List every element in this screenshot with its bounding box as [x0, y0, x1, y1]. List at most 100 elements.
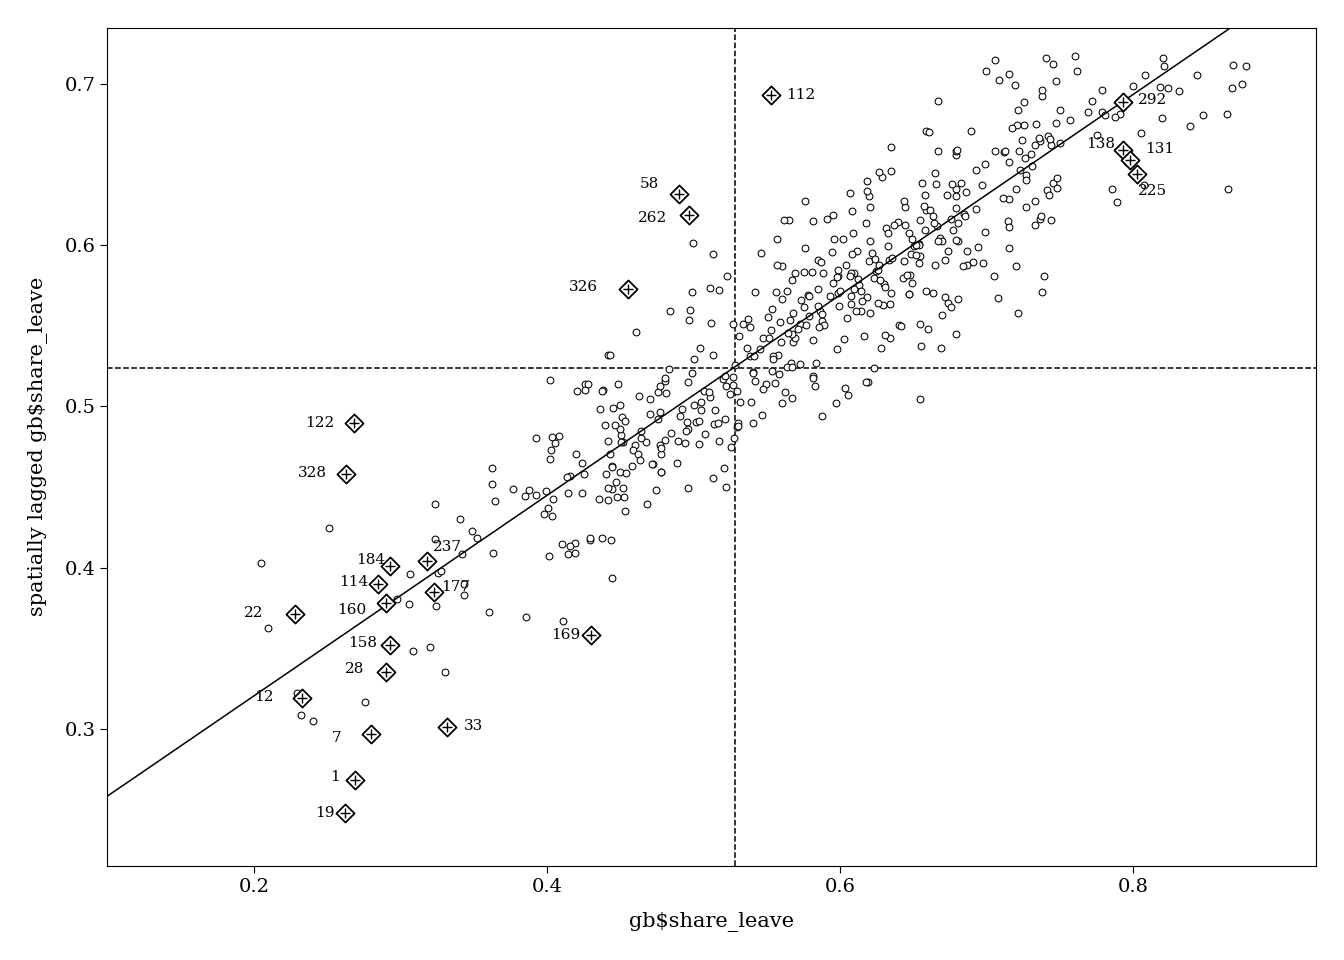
Point	[794, 193, 816, 208]
Point	[344, 773, 366, 788]
Point	[856, 183, 878, 199]
Point	[848, 276, 870, 292]
Point	[650, 464, 672, 479]
Point	[543, 492, 564, 507]
Point	[606, 489, 628, 504]
Point	[1126, 167, 1148, 182]
Point	[825, 396, 847, 411]
Point	[948, 215, 969, 230]
Point	[375, 664, 396, 680]
Point	[777, 325, 798, 341]
Point	[999, 220, 1020, 235]
Point	[999, 155, 1020, 170]
Point	[882, 251, 903, 266]
Point	[909, 255, 930, 271]
Point	[360, 726, 382, 741]
Point	[649, 378, 671, 394]
Point	[1016, 168, 1038, 183]
Point	[758, 330, 780, 346]
Point	[1015, 172, 1036, 187]
Point	[597, 347, 618, 362]
Point	[1120, 153, 1141, 168]
Point	[668, 433, 689, 448]
Point	[914, 187, 935, 203]
Point	[671, 401, 692, 417]
Point	[703, 246, 724, 261]
Point	[863, 270, 884, 285]
Text: 262: 262	[638, 211, 667, 225]
Point	[597, 492, 618, 508]
Point	[601, 459, 622, 474]
Point	[942, 176, 964, 191]
Point	[679, 302, 700, 318]
Point	[988, 73, 1009, 88]
Point	[1030, 208, 1051, 224]
Point	[641, 456, 663, 471]
Point	[732, 317, 754, 332]
Point	[1024, 137, 1046, 153]
Point	[368, 576, 390, 591]
Point	[579, 530, 601, 545]
Point	[591, 531, 613, 546]
Point	[399, 566, 421, 582]
Point	[1013, 118, 1035, 133]
Point	[993, 190, 1015, 205]
Point	[1042, 175, 1063, 190]
Point	[343, 415, 364, 430]
Text: 177: 177	[441, 580, 470, 594]
Point	[437, 719, 458, 734]
Point	[677, 421, 699, 437]
Text: 114: 114	[339, 575, 368, 589]
Point	[863, 361, 884, 376]
Point	[1039, 132, 1060, 147]
Point	[716, 269, 738, 284]
Point	[879, 297, 900, 312]
Point	[665, 455, 687, 470]
Point	[481, 461, 503, 476]
Point	[851, 303, 872, 319]
Point	[423, 584, 445, 599]
Point	[574, 376, 595, 392]
Point	[840, 297, 862, 312]
Point	[781, 391, 802, 406]
Point	[880, 139, 902, 155]
Point	[828, 299, 849, 314]
Point	[621, 458, 642, 473]
Point	[684, 351, 706, 367]
Point	[853, 328, 875, 344]
Point	[856, 374, 878, 390]
Point	[449, 512, 470, 527]
Point	[945, 232, 966, 248]
Point	[840, 269, 862, 284]
Point	[810, 306, 832, 322]
Point	[847, 271, 868, 286]
Point	[1082, 93, 1103, 108]
Point	[695, 426, 716, 442]
Point	[874, 279, 895, 295]
Point	[855, 215, 876, 230]
Point	[926, 218, 948, 233]
Point	[453, 588, 474, 603]
Point	[659, 361, 680, 376]
Point	[602, 400, 624, 416]
Point	[375, 595, 396, 611]
Point	[866, 264, 887, 279]
Point	[903, 238, 925, 253]
Point	[699, 280, 720, 296]
Point	[868, 257, 890, 273]
Point	[785, 265, 806, 280]
Point	[982, 269, 1004, 284]
Point	[625, 324, 646, 340]
Point	[761, 87, 782, 103]
Point	[564, 545, 586, 561]
Point	[640, 392, 661, 407]
Point	[335, 804, 356, 820]
Point	[755, 376, 777, 392]
Point	[942, 222, 964, 237]
Point	[802, 371, 824, 386]
Point	[660, 425, 681, 441]
Point	[437, 719, 458, 734]
Point	[559, 468, 581, 484]
Point	[1025, 116, 1047, 132]
Point	[757, 309, 778, 324]
